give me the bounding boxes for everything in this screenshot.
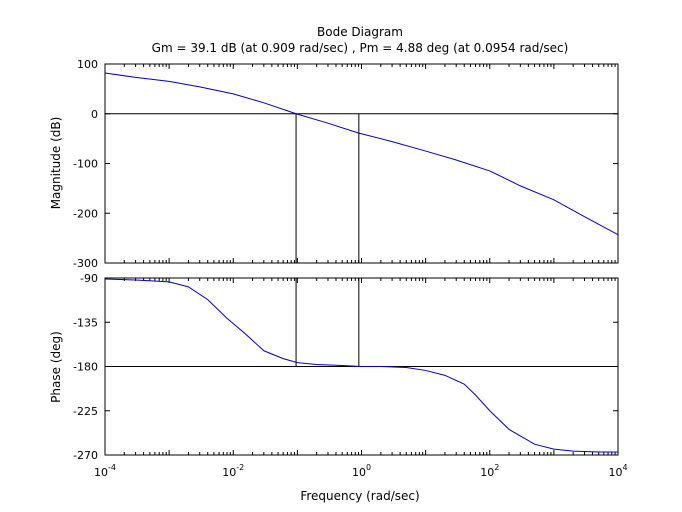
phase-ytick-label: -90 [80,272,98,285]
tick-base: 10 [222,466,236,479]
magnitude-ytick-label: -100 [73,158,98,171]
phase-plot: -90 -135 -180 -225 -270 [73,272,619,462]
magnitude-ytick-label: -200 [73,207,98,220]
magnitude-ytick-label: 0 [91,108,98,121]
magnitude-ytick-label: 100 [77,58,98,71]
tick-exponent: 4 [622,463,627,472]
tick-exponent: 2 [494,463,499,472]
chart-title: Bode Diagram [317,25,403,39]
frequency-tick-label: 102 [480,463,499,479]
phase-response-curve [104,278,618,453]
phase-ytick-label: -225 [73,405,98,418]
magnitude-ytick-label: -300 [73,257,98,270]
tick-base: 10 [352,466,366,479]
tick-exponent: -2 [236,463,244,472]
phase-axis-label: Phase (deg) [49,331,63,403]
tick-exponent: 0 [366,463,371,472]
magnitude-response-curve [104,72,619,236]
tick-base: 10 [608,466,622,479]
frequency-tick-label: 10-2 [222,463,244,479]
frequency-axis-label: Frequency (rad/sec) [300,489,419,503]
frequency-axis: 10-4 10-2 100 102 104 [94,463,628,479]
magnitude-plot-frame [104,63,619,264]
tick-base: 10 [480,466,494,479]
phase-ytick-label: -180 [73,361,98,374]
frequency-tick-label: 104 [608,463,627,479]
frequency-tick-label: 100 [352,463,371,479]
frequency-tick-label: 10-4 [94,463,116,479]
phase-ytick-label: -270 [73,449,98,462]
magnitude-axis-label: Magnitude (dB) [49,117,63,210]
chart-subtitle: Gm = 39.1 dB (at 0.909 rad/sec) , Pm = 4… [152,41,569,55]
magnitude-plot: 100 0 -100 -200 -300 [73,58,619,270]
phase-ytick-label: -135 [73,316,98,329]
tick-exponent: -4 [108,463,116,472]
tick-base: 10 [94,466,108,479]
